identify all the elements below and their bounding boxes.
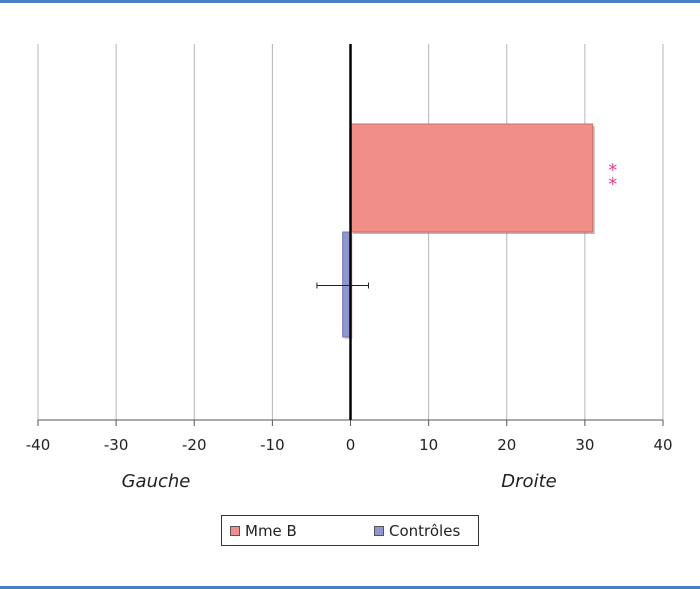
x-tick-label-6: 20 <box>497 436 516 454</box>
legend-item-mme-b: Mme B <box>230 521 297 541</box>
x-tick-label-4: 0 <box>346 436 356 454</box>
legend-label-mme-b: Mme B <box>245 522 297 540</box>
top-border <box>0 0 700 3</box>
legend-item-controles: Contrôles <box>374 521 460 541</box>
x-tick-label-8: 40 <box>653 436 672 454</box>
significance-star-1: * <box>608 174 617 195</box>
legend-label-controles: Contrôles <box>389 522 461 540</box>
x-tick-label-1: -30 <box>104 436 129 454</box>
legend: Mme B Contrôles <box>221 515 479 546</box>
legend-swatch-mme-b <box>230 526 240 536</box>
x-tick-label-3: -10 <box>260 436 285 454</box>
x-tick-label-0: -40 <box>26 436 51 454</box>
x-tick-label-5: 10 <box>419 436 438 454</box>
left-side-label: Gauche <box>122 471 191 492</box>
legend-swatch-controles <box>374 526 384 536</box>
x-tick-label-2: -20 <box>182 436 207 454</box>
right-side-label: Droite <box>501 471 556 492</box>
significance-star-0: * <box>608 160 617 181</box>
x-tick-label-7: 30 <box>575 436 594 454</box>
bottom-border <box>0 586 700 589</box>
bar-mme-b <box>350 123 594 233</box>
